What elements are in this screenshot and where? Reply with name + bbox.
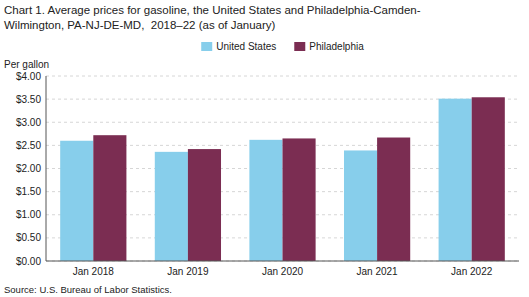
y-tick-label: $2.00 xyxy=(16,163,41,174)
title: Chart 1. Average prices for gasoline, th… xyxy=(4,4,421,16)
grid-line xyxy=(46,76,519,77)
subtitle: Wilmington, PA-NJ-DE-MD, 2018–22 (as of … xyxy=(4,19,276,31)
legend-item: United States xyxy=(201,41,276,52)
y-tick-label: $1.50 xyxy=(16,186,41,197)
y-tick-label: $3.00 xyxy=(16,117,41,128)
bar: Philadelphia, Jan 2021: 2.67 xyxy=(377,138,410,261)
bar: Philadelphia, Jan 2022: 3.54 xyxy=(472,97,505,261)
bars: United States, Jan 2018: 2.6 United State… xyxy=(60,97,505,261)
x-tick-label: Jan 2019 xyxy=(167,266,209,277)
x-tick-label: Jan 2018 xyxy=(73,266,115,277)
x-axis-line xyxy=(46,261,519,262)
legend-swatch xyxy=(294,42,305,51)
bar: United States, Jan 2019: 2.36 xyxy=(155,152,188,261)
legend-swatch xyxy=(201,42,212,51)
x-tick-label: Jan 2021 xyxy=(357,266,399,277)
y-tick-label: $0.00 xyxy=(16,256,41,267)
x-tick-label: Jan 2022 xyxy=(451,266,493,277)
y-axis-label: Per gallon xyxy=(4,59,49,70)
y-tick-label: $3.50 xyxy=(16,94,41,105)
grid xyxy=(46,76,519,261)
legend-label: Philadelphia xyxy=(309,41,364,52)
bar: United States, Jan 2022: 3.51 xyxy=(439,99,472,261)
legend-label: United States xyxy=(216,41,276,52)
y-tick-label: $1.00 xyxy=(16,209,41,220)
source: Source: U.S. Bureau of Labor Statistics. xyxy=(4,284,172,295)
bar: United States, Jan 2020: 2.62 xyxy=(249,140,282,261)
y-tick-label: $2.50 xyxy=(16,140,41,151)
y-axis-line xyxy=(46,76,47,261)
x-tick-label: Jan 2020 xyxy=(262,266,304,277)
bar: United States, Jan 2018: 2.6 xyxy=(60,141,93,261)
chart: Chart 1. Average prices for gasoline, th… xyxy=(0,0,529,297)
legend-item: Philadelphia xyxy=(294,41,364,52)
y-tick-label: $4.00 xyxy=(16,71,41,82)
bar: Philadelphia, Jan 2020: 2.65 xyxy=(283,138,316,261)
legend: United States Philadelphia xyxy=(201,41,364,52)
bar: United States, Jan 2021: 2.39 xyxy=(344,150,377,261)
bar: Philadelphia, Jan 2018: 2.72 xyxy=(93,135,126,261)
y-tick-label: $0.50 xyxy=(16,232,41,243)
grid-line xyxy=(46,261,519,262)
bar: Philadelphia, Jan 2019: 2.42 xyxy=(188,149,221,261)
